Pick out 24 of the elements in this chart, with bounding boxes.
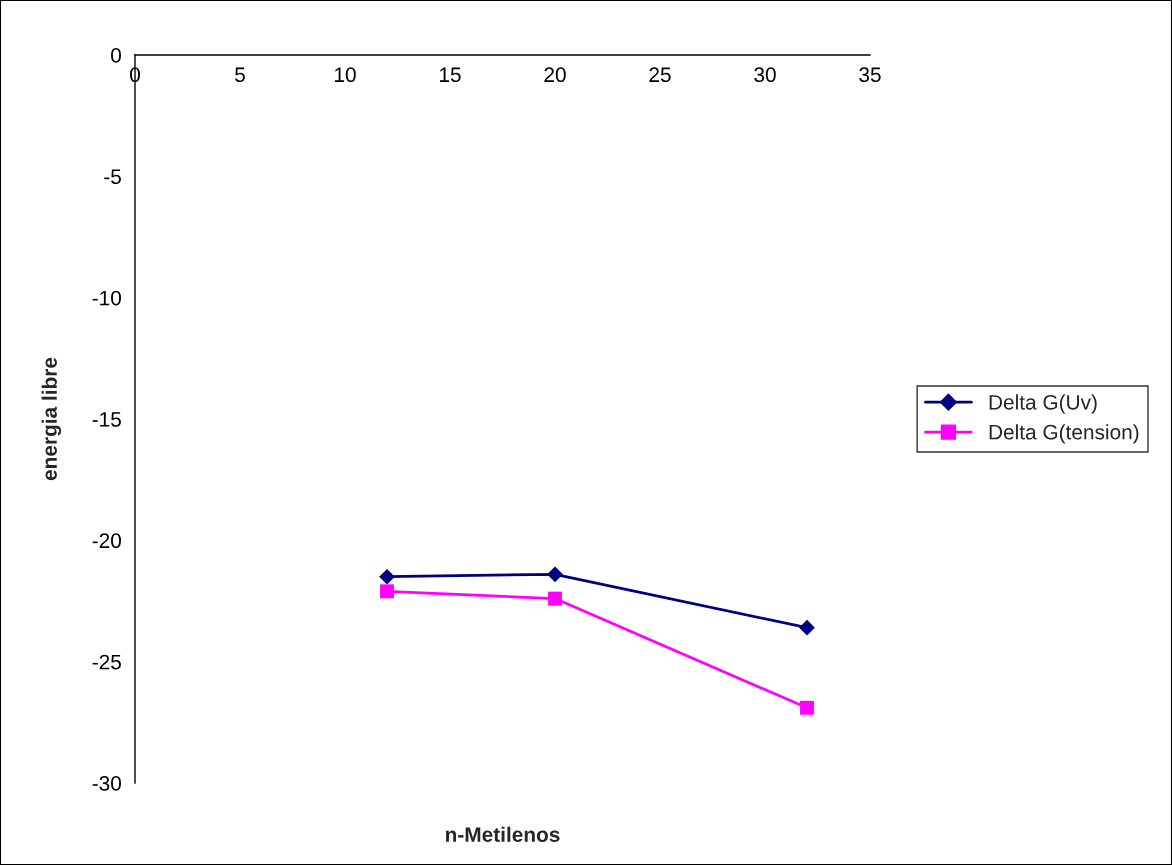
x-tick-label: 15 (440, 67, 461, 83)
y-tick-label: -15 (92, 412, 121, 427)
x-tick-label: 25 (649, 67, 671, 83)
y-axis-title: energia libre (41, 357, 62, 481)
point (548, 591, 562, 606)
point (799, 619, 815, 636)
legend-label: Delta G(Uv) (989, 394, 1097, 414)
y-tick-label: -30 (92, 776, 121, 791)
x-tick-label: 10 (335, 67, 356, 83)
y-tick-label: -20 (92, 533, 121, 549)
legend-label: Delta G(tension) (989, 424, 1139, 444)
point (547, 566, 563, 583)
y-tick-label: -10 (92, 290, 121, 306)
y-tick-label: -5 (104, 169, 121, 185)
point (379, 568, 395, 585)
x-tick-label: 5 (235, 67, 245, 83)
point (800, 700, 814, 715)
y-tick-label: 0 (111, 48, 121, 63)
x-tick-label: 20 (544, 67, 566, 83)
x-axis-title: n-Metilenos (446, 826, 560, 842)
x-tick-label: 35 (859, 67, 881, 83)
y-tick-label: -25 (92, 654, 121, 670)
x-tick-label: 30 (754, 67, 776, 83)
point (380, 584, 394, 599)
